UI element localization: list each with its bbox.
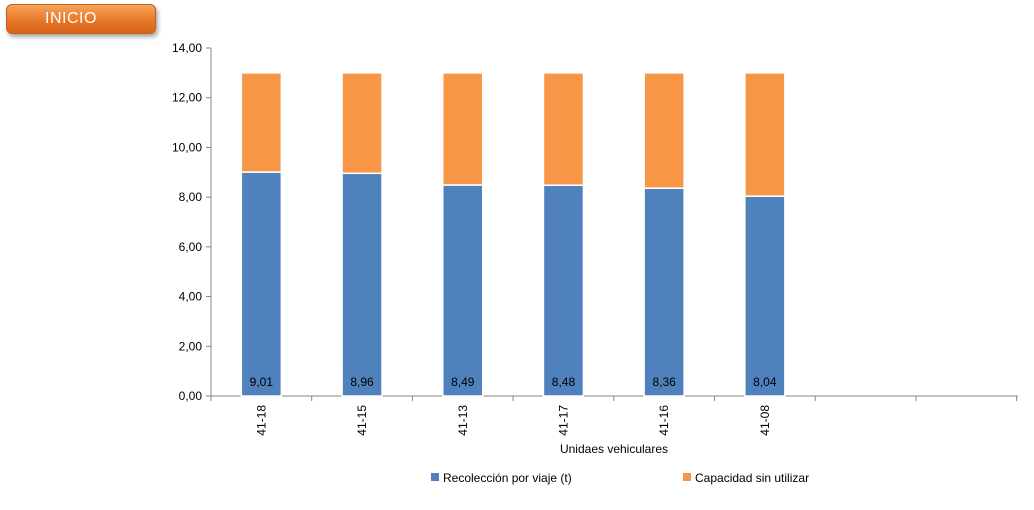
legend-swatch	[431, 473, 439, 481]
y-tick-label: 6,00	[179, 240, 203, 254]
bar-capacidad	[744, 72, 786, 197]
bar-recoleccion	[442, 184, 484, 397]
legend-label: Capacidad sin utilizar	[695, 471, 809, 485]
bar-recoleccion	[744, 195, 786, 397]
x-tick-label: 41-16	[657, 405, 671, 436]
data-label: 8,36	[652, 375, 676, 389]
bar-recoleccion	[341, 172, 383, 397]
bars	[240, 72, 786, 397]
bar-recoleccion	[643, 187, 685, 397]
legend-label: Recolección por viaje (t)	[443, 471, 572, 485]
x-tick-labels: 41-18 41-15 41-13 41-17 41-16 41-08	[254, 405, 772, 436]
legend: Recolección por viaje (t) Capacidad sin u…	[431, 471, 809, 485]
y-axis-ticks: 0,00 2,00 4,00 6,00 8,00 10,00 12,00 14,00	[172, 41, 211, 403]
x-tick-label: 41-08	[758, 405, 772, 436]
bar-recoleccion	[542, 184, 585, 397]
data-label: 8,96	[350, 375, 374, 389]
data-labels: 9,01 8,96 8,49 8,48 8,36 8,04	[250, 375, 777, 389]
bar-capacidad	[442, 72, 484, 186]
data-label: 9,01	[250, 375, 274, 389]
y-tick-label: 14,00	[172, 41, 202, 55]
y-tick-label: 2,00	[179, 339, 203, 353]
x-tick-label: 41-13	[456, 405, 470, 436]
y-tick-label: 10,00	[172, 140, 202, 154]
bar-capacidad	[643, 72, 685, 189]
y-tick-label: 12,00	[172, 91, 202, 105]
data-label: 8,04	[753, 375, 777, 389]
bar-capacidad	[542, 72, 585, 186]
data-label: 8,48	[552, 375, 576, 389]
data-label: 8,49	[451, 375, 475, 389]
x-tick-label: 41-15	[355, 405, 369, 436]
inicio-button[interactable]: INICIO	[6, 4, 156, 34]
x-axis-title: Unidaes vehiculares	[560, 442, 668, 456]
bar-capacidad	[341, 72, 383, 175]
y-tick-label: 8,00	[179, 190, 203, 204]
y-tick-label: 0,00	[179, 389, 203, 403]
bar-recoleccion	[240, 171, 283, 397]
bar-capacidad	[240, 72, 283, 173]
x-axis-ticks	[210, 396, 1018, 401]
x-tick-label: 41-17	[556, 405, 570, 436]
x-tick-label: 41-18	[254, 405, 268, 436]
legend-swatch	[683, 473, 691, 481]
y-tick-label: 4,00	[179, 290, 203, 304]
